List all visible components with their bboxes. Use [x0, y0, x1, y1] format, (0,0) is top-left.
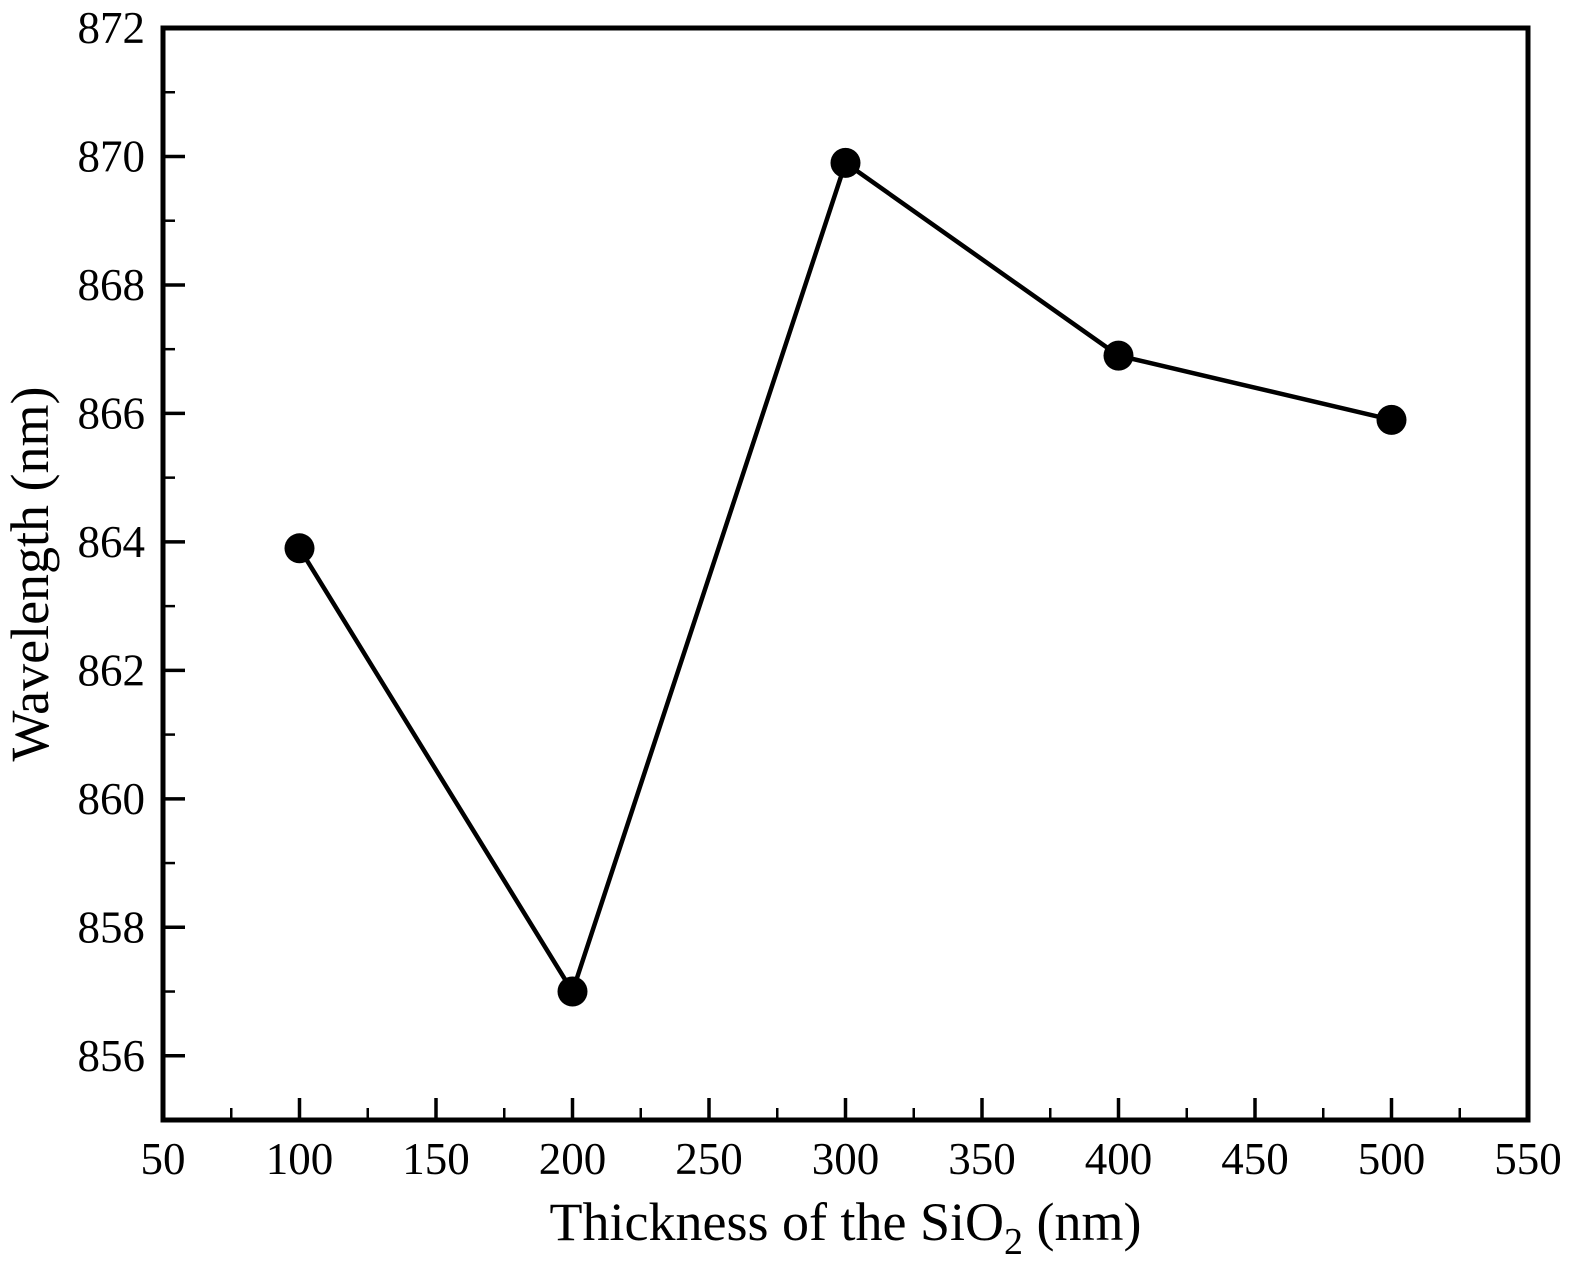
data-point [1376, 404, 1407, 435]
x-tick-label: 250 [675, 1134, 743, 1184]
y-tick-label: 866 [78, 388, 146, 438]
x-tick-label: 100 [266, 1134, 334, 1184]
y-tick-label: 858 [78, 902, 146, 952]
y-tick-label: 868 [78, 260, 146, 310]
x-tick-label: 150 [402, 1134, 470, 1184]
y-tick-label: 860 [78, 774, 146, 824]
x-tick-label: 450 [1221, 1134, 1289, 1184]
y-tick-label: 862 [78, 645, 146, 695]
x-tick-label: 50 [141, 1134, 186, 1184]
x-tick-label: 400 [1085, 1134, 1153, 1184]
plot-frame [160, 25, 1531, 1123]
x-tick-label: 350 [948, 1134, 1016, 1184]
x-tick-label: 200 [539, 1134, 607, 1184]
data-point [557, 976, 588, 1007]
data-point [284, 533, 315, 564]
data-line [297, 159, 1393, 997]
x-tick-label: 300 [812, 1134, 880, 1184]
data-point [830, 147, 861, 178]
y-tick-label: 872 [78, 3, 146, 53]
data-point [1103, 340, 1134, 371]
x-tick-label: 500 [1358, 1134, 1426, 1184]
y-tick-label: 864 [78, 517, 146, 567]
x-axis-label: Thickness of the SiO2 (nm) [550, 1192, 1142, 1263]
y-axis-label: Wavelength (nm) [0, 386, 60, 761]
y-tick-label: 870 [78, 131, 146, 181]
x-tick-label: 550 [1494, 1134, 1562, 1184]
y-tick-label: 856 [78, 1031, 146, 1081]
